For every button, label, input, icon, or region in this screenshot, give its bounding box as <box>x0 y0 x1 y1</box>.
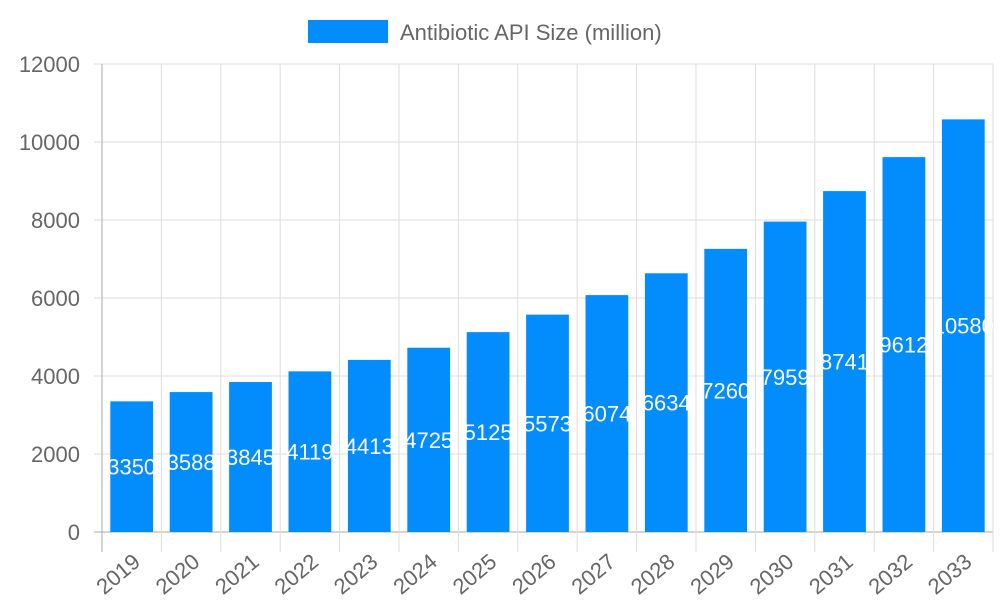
bar <box>229 382 272 532</box>
x-tick-label: 2029 <box>685 549 739 600</box>
data-label: 5125 <box>464 420 513 445</box>
bar <box>407 347 451 532</box>
data-label: 6634 <box>642 391 691 416</box>
data-label: 10580 <box>933 314 994 339</box>
x-tick-label: 2021 <box>210 549 264 600</box>
bar <box>941 119 985 532</box>
data-label: 5573 <box>523 411 572 436</box>
x-tick-label: 2033 <box>923 549 977 600</box>
data-label: 8741 <box>820 350 869 375</box>
bars <box>110 119 985 533</box>
x-tick-label: 2025 <box>448 549 502 600</box>
y-tick-label: 6000 <box>31 286 80 311</box>
bar <box>644 273 688 532</box>
bar <box>882 157 926 532</box>
bar <box>763 221 807 532</box>
x-tick-label: 2019 <box>91 549 145 600</box>
legend[interactable]: Antibiotic API Size (million) <box>308 20 662 45</box>
legend-label: Antibiotic API Size (million) <box>400 20 662 45</box>
grid <box>94 63 994 552</box>
bar <box>347 359 391 532</box>
x-tick-label: 2031 <box>804 549 858 600</box>
legend-swatch <box>308 20 388 43</box>
x-tick-label: 2022 <box>270 549 324 600</box>
x-tick-label: 2027 <box>567 549 621 600</box>
data-label: 6074 <box>582 402 631 427</box>
data-label: 7959 <box>761 365 810 390</box>
bar <box>466 332 510 532</box>
bar <box>288 371 332 532</box>
data-label: 3588 <box>167 450 216 475</box>
x-tick-label: 2023 <box>329 549 383 600</box>
bar <box>169 392 213 532</box>
bar <box>823 191 866 532</box>
bar <box>704 248 748 533</box>
data-label: 4119 <box>286 440 333 465</box>
x-tick-label: 2032 <box>864 549 918 600</box>
y-tick-label: 12000 <box>19 52 80 77</box>
y-tick-label: 4000 <box>31 364 80 389</box>
data-labels: 3350 3588 3845 4119 4413 4725 5125 5573 6074 6634… <box>107 314 994 480</box>
y-tick-label: 8000 <box>31 208 80 233</box>
y-tick-label: 0 <box>68 520 80 545</box>
x-tick-label: 2030 <box>745 549 799 600</box>
data-label: 4725 <box>404 428 453 453</box>
bar <box>585 295 629 532</box>
bar <box>526 314 569 532</box>
y-tick-label: 2000 <box>31 442 80 467</box>
data-label: 3350 <box>107 455 156 480</box>
x-tick-label: 2024 <box>388 549 442 600</box>
x-tick-label: 2028 <box>626 549 680 600</box>
bar <box>110 401 154 532</box>
y-tick-label: 10000 <box>19 130 80 155</box>
data-label: 7260 <box>701 378 750 403</box>
data-label: 4413 <box>345 434 394 459</box>
x-tick-label: 2026 <box>507 549 561 600</box>
data-label: 3845 <box>226 445 275 470</box>
x-tick-label: 2020 <box>151 549 205 600</box>
data-label: 9612 <box>879 333 928 358</box>
